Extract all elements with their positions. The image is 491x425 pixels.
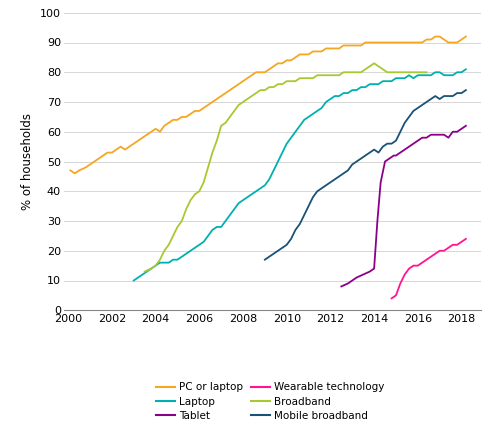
Y-axis label: % of households: % of households [22, 113, 34, 210]
Legend: PC or laptop, Laptop, Tablet, Wearable technology, Broadband, Mobile broadband: PC or laptop, Laptop, Tablet, Wearable t… [152, 378, 388, 425]
